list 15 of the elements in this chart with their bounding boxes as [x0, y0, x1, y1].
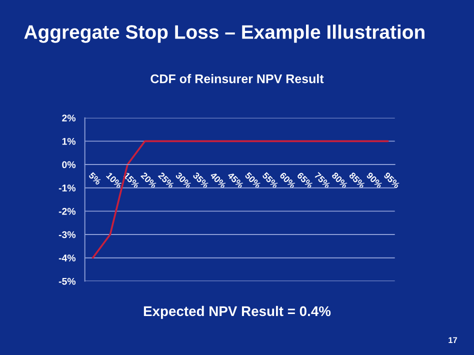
- chart-title: Aggregate Stop Loss – Example Illustration: [24, 24, 424, 43]
- y-tick-label: 2%: [62, 114, 76, 122]
- chart-subtitle: CDF of Reinsurer NPV Result: [150, 74, 324, 84]
- x-tick-label: 40%: [210, 172, 227, 189]
- y-tick-label: 0%: [62, 161, 76, 168]
- text: 17: [448, 337, 458, 343]
- y-tick-label: -5%: [58, 278, 76, 285]
- x-tick-label: 5%: [88, 172, 102, 186]
- y-tick-label: 1%: [62, 138, 76, 145]
- y-tick-label: -4%: [58, 254, 76, 262]
- y-tick-label: -2%: [58, 208, 76, 215]
- text: Expected NPV Result = 0.4%: [144, 306, 331, 319]
- y-tick-label: -3%: [58, 231, 76, 238]
- y-tick-label: -1%: [58, 184, 76, 192]
- x-tick-label: 45%: [227, 172, 244, 189]
